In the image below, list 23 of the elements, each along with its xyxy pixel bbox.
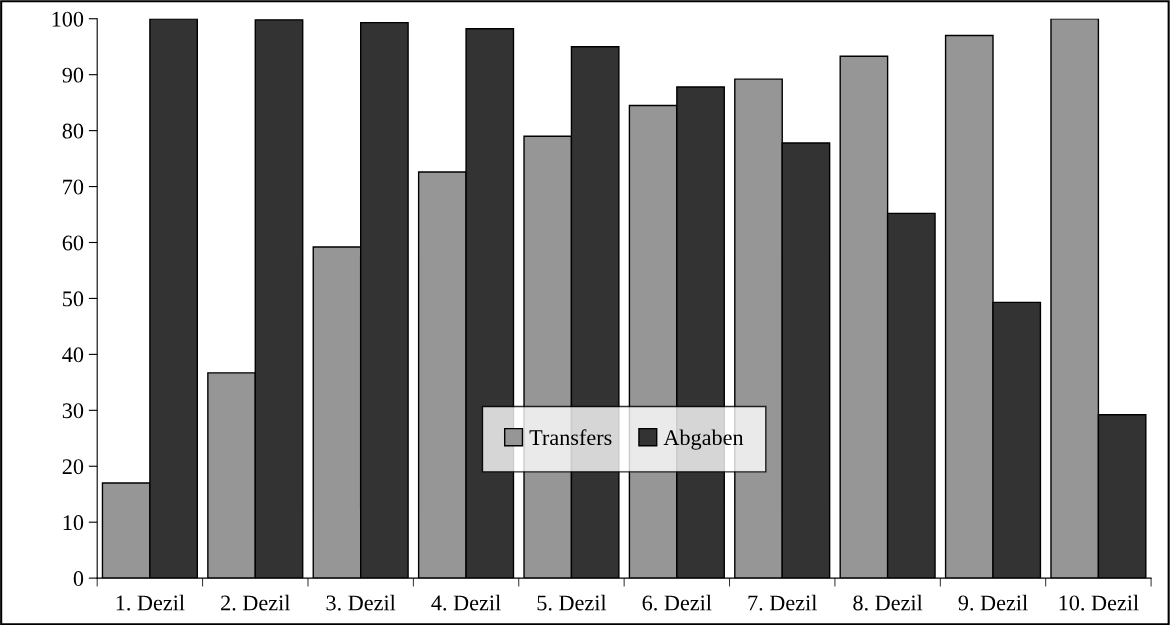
y-tick-label: 30 bbox=[62, 403, 84, 419]
y-tick-label: 0 bbox=[73, 571, 84, 587]
x-tick-label: 8. Dezil bbox=[853, 594, 923, 611]
x-tick-label: 2. Dezil bbox=[221, 594, 290, 611]
y-tick-label: 10 bbox=[63, 515, 84, 531]
y-tick-label: 100 bbox=[52, 11, 84, 27]
y-tick-label: 90 bbox=[62, 67, 84, 83]
y-tick-label: 80 bbox=[62, 123, 84, 139]
y-tick-label: 20 bbox=[62, 459, 84, 475]
x-tick-label: 6. Dezil bbox=[642, 594, 712, 611]
x-tick-label: 10. Dezil bbox=[1059, 594, 1139, 611]
y-tick-label: 50 bbox=[63, 291, 84, 307]
y-tick-label: 60 bbox=[62, 235, 84, 251]
x-tick-label: 1. Dezil bbox=[116, 594, 185, 611]
x-tick-label: 3. Dezil bbox=[326, 594, 396, 611]
legend-label: Abgaben bbox=[663, 429, 744, 450]
x-tick-label: 9. Dezil bbox=[958, 594, 1028, 611]
legend-label: Transfers bbox=[529, 429, 612, 446]
x-tick-label: 4. Dezil bbox=[431, 594, 501, 611]
x-tick-label: 7. Dezil bbox=[748, 594, 817, 611]
y-tick-label: 40 bbox=[62, 347, 84, 363]
y-tick-label: 70 bbox=[63, 179, 84, 195]
x-tick-label: 5. Dezil bbox=[537, 594, 607, 611]
